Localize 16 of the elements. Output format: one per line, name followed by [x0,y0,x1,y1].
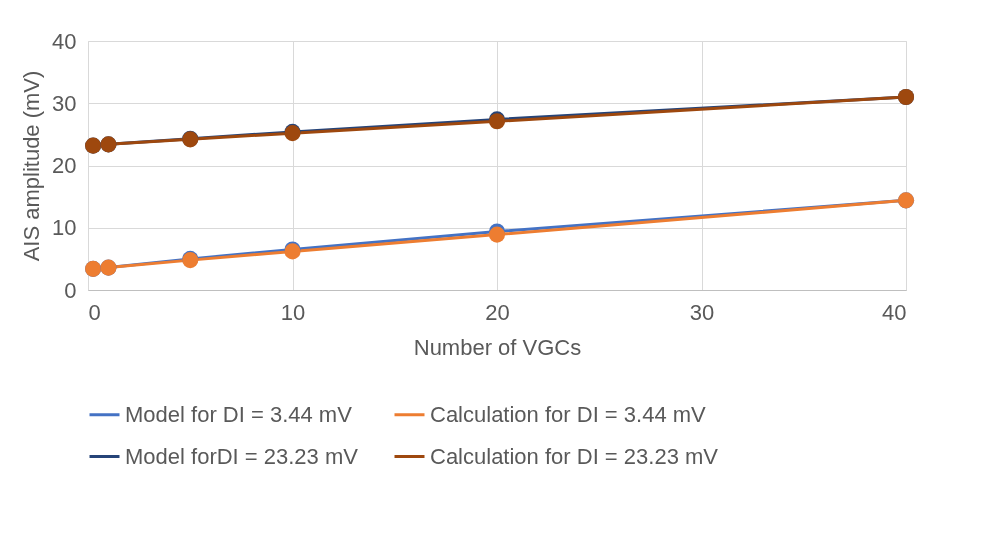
legend-label: Model for DI = 3.44 mV [125,401,353,427]
x-tick-label: 30 [689,299,715,325]
y-tick-label: 20 [52,153,77,178]
y-tick-label: 0 [64,277,77,303]
x-tick-label: 0 [88,299,101,325]
legend-label: Model forDI = 23.23 mV [125,443,359,469]
y-tick-label: 40 [52,28,77,54]
legend-label: Calculation for DI = 23.23 mV [430,443,719,469]
x-tick-label: 40 [882,299,907,325]
y-tick-label: 10 [52,215,77,241]
x-tick-label: 10 [280,299,306,325]
x-tick-label: 20 [485,299,510,325]
y-tick-label: 30 [52,90,77,116]
x-axis-title: Number of VGCs [413,334,582,360]
y-axis-title: AIS amplitude (mV) [19,70,45,262]
legend-label: Calculation for DI = 3.44 mV [430,401,707,427]
